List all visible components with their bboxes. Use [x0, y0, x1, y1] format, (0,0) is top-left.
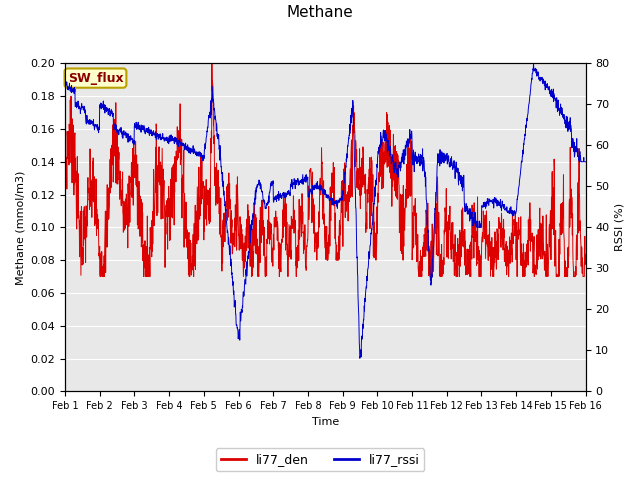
Line: li77_rssi: li77_rssi: [65, 64, 586, 358]
li77_rssi: [567, 126, 575, 132]
li77_den: [567, 211, 575, 216]
li77_den: [567, 186, 575, 192]
li77_den: [61, 142, 69, 147]
li77_rssi: [356, 355, 364, 361]
li77_den: [97, 274, 104, 279]
li77_rssi: [61, 81, 69, 87]
li77_den: [315, 213, 323, 219]
X-axis label: Time: Time: [312, 417, 339, 427]
li77_rssi: [471, 219, 479, 225]
li77_rssi: [567, 122, 575, 128]
li77_den: [88, 179, 95, 184]
li77_rssi: [314, 186, 322, 192]
Text: Methane: Methane: [287, 5, 353, 20]
Line: li77_den: li77_den: [65, 64, 586, 276]
li77_den: [472, 225, 479, 231]
li77_rssi: [582, 159, 589, 165]
li77_rssi: [301, 176, 308, 182]
Y-axis label: Methane (mmol/m3): Methane (mmol/m3): [15, 170, 25, 285]
Y-axis label: RSSI (%): RSSI (%): [615, 204, 625, 252]
li77_den: [301, 222, 308, 228]
li77_den: [582, 252, 589, 257]
Legend: li77_den, li77_rssi: li77_den, li77_rssi: [216, 448, 424, 471]
li77_rssi: [88, 120, 95, 126]
Text: SW_flux: SW_flux: [68, 72, 124, 84]
li77_den: [208, 61, 216, 67]
li77_rssi: [530, 61, 538, 67]
